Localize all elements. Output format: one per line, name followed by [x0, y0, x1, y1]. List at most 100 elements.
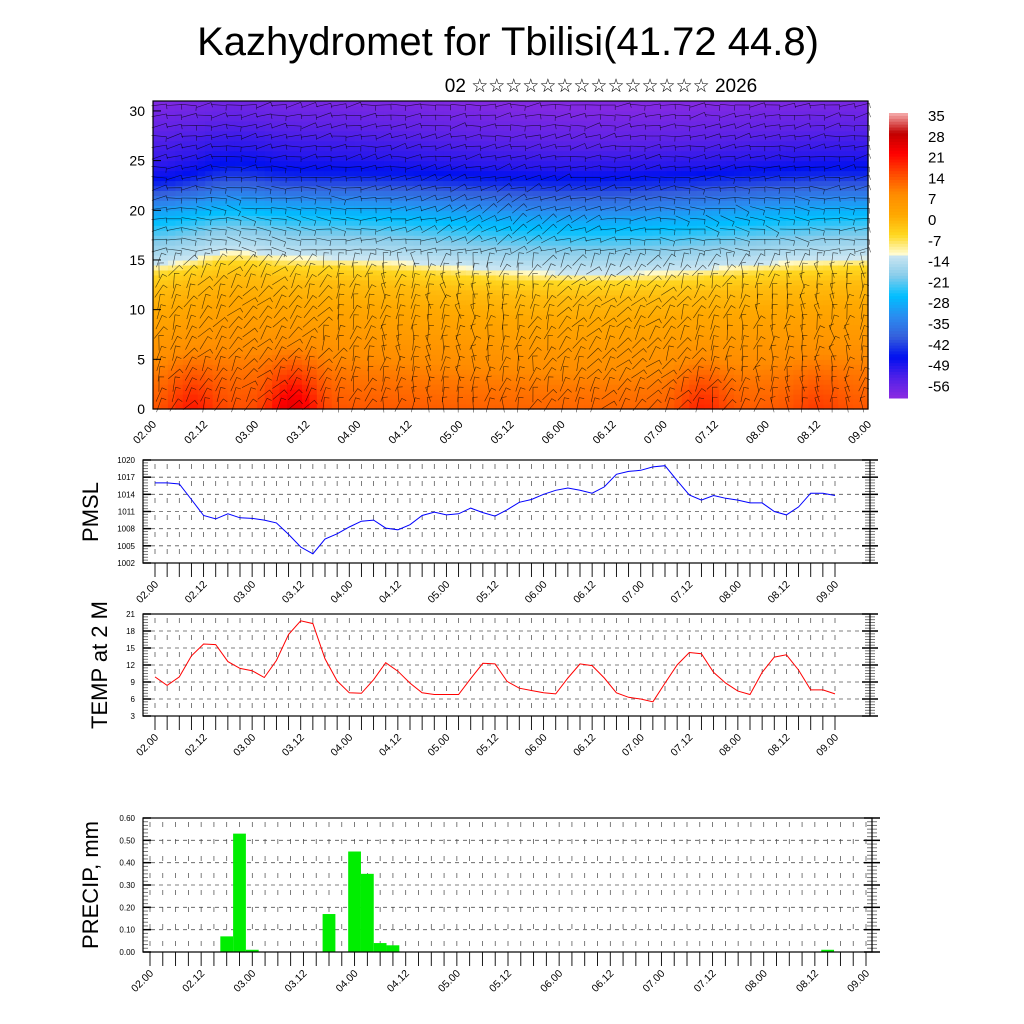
temperature-cell — [354, 120, 363, 127]
temperature-cell — [413, 165, 422, 172]
temperature-cell — [674, 294, 683, 301]
temperature-cell — [480, 384, 489, 390]
temperature-cell — [458, 215, 467, 221]
temperature-cell — [480, 389, 489, 395]
temperature-cell — [659, 274, 668, 281]
temperature-cell — [220, 304, 229, 311]
temperature-cell — [748, 389, 757, 395]
temperature-cell — [406, 190, 415, 196]
temperature-cell — [428, 115, 437, 122]
temperature-cell — [331, 135, 340, 142]
temperature-cell — [458, 389, 467, 395]
temperature-cell — [517, 404, 526, 410]
temperature-cell — [733, 115, 742, 122]
temperature-cell — [465, 140, 474, 147]
temperature-cell — [748, 255, 757, 261]
temperature-cell — [488, 289, 497, 296]
temperature-cell — [741, 259, 750, 266]
temperature-cell — [220, 349, 229, 355]
temperature-cell — [272, 180, 281, 187]
temperature-cell — [570, 180, 579, 187]
temperature-cell — [577, 309, 586, 316]
temperature-cell — [629, 205, 638, 211]
temperature-cell — [696, 319, 705, 326]
temperature-cell — [748, 329, 757, 336]
temperature-cell — [383, 259, 392, 266]
temperature-cell — [547, 369, 556, 375]
temperature-cell — [443, 339, 452, 346]
temperature-cell — [242, 349, 251, 355]
temperature-cell — [287, 299, 296, 306]
temperature-cell — [473, 195, 482, 201]
temperature-cell — [622, 180, 631, 187]
temperature-cell — [510, 245, 519, 251]
temperature-cell — [167, 309, 176, 316]
temperature-cell — [212, 185, 221, 192]
temperature-cell — [689, 245, 698, 251]
temperature-cell — [644, 354, 653, 360]
temperature-cell — [458, 190, 467, 196]
temperature-cell — [719, 240, 728, 246]
temperature-cell — [733, 374, 742, 380]
temperature-cell — [339, 344, 348, 350]
temperature-cell — [637, 185, 646, 192]
temperature-cell — [674, 245, 683, 251]
temperature-cell — [741, 145, 750, 152]
temperature-cell — [436, 344, 445, 350]
temperature-cell — [272, 319, 281, 326]
temperature-cell — [510, 101, 519, 107]
temperature-cell — [257, 329, 266, 336]
temperature-cell — [354, 359, 363, 365]
temperature-cell — [748, 299, 757, 306]
temperature-cell — [413, 220, 422, 226]
temperature-cell — [652, 294, 661, 301]
temperature-cell — [555, 324, 564, 331]
temperature-cell — [257, 304, 266, 311]
temperature-cell — [450, 140, 459, 147]
temperature-cell — [406, 165, 415, 172]
temperature-cell — [391, 404, 400, 410]
temperature-cell — [443, 235, 452, 241]
temperature-cell — [704, 170, 713, 177]
temperature-cell — [212, 215, 221, 221]
temperature-cell — [711, 135, 720, 142]
temperature-cell — [309, 240, 318, 246]
temperature-cell — [167, 155, 176, 162]
temperature-cell — [689, 250, 698, 256]
temperature-cell — [570, 384, 579, 390]
temperature-cell — [540, 115, 549, 122]
temperature-cell — [577, 210, 586, 216]
temperature-cell — [622, 369, 631, 375]
temperature-cell — [153, 140, 162, 147]
temperature-cell — [666, 180, 675, 187]
temperature-cell — [488, 344, 497, 350]
temperature-cell — [570, 120, 579, 127]
temperature-cell — [190, 309, 199, 316]
temperature-cell — [614, 185, 623, 192]
temperature-cell — [331, 225, 340, 231]
temperature-cell — [413, 180, 422, 187]
temperature-cell — [421, 210, 430, 216]
temperature-cell — [659, 140, 668, 147]
temperature-cell — [234, 299, 243, 306]
temperature-cell — [227, 175, 236, 182]
temperature-cell — [190, 389, 199, 395]
temperature-cell — [279, 145, 288, 152]
temperature-cell — [577, 150, 586, 157]
temperature-cell — [182, 200, 191, 206]
temperature-cell — [190, 394, 199, 400]
temperature-cell — [391, 110, 400, 117]
temperature-cell — [503, 359, 512, 365]
temperature-cell — [704, 379, 713, 385]
temperature-cell — [450, 374, 459, 380]
temperature-cell — [577, 185, 586, 192]
temperature-cell — [264, 250, 273, 256]
temperature-cell — [383, 130, 392, 137]
temperature-cell — [264, 120, 273, 127]
temperature-cell — [167, 110, 176, 117]
temperature-cell — [532, 230, 541, 236]
temperature-cell — [257, 120, 266, 127]
temperature-cell — [160, 185, 169, 192]
temperature-cell — [599, 349, 608, 355]
temperature-cell — [629, 384, 638, 390]
